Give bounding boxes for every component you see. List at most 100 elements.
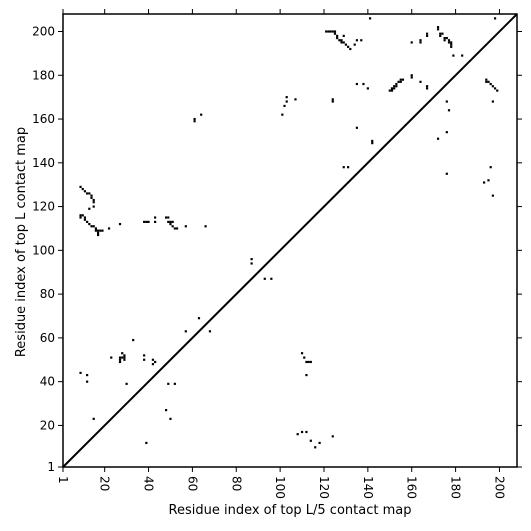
contact (443, 39, 446, 42)
contact (300, 430, 304, 434)
contact (493, 87, 497, 90)
contact (487, 80, 490, 83)
contact (193, 117, 196, 121)
contact (250, 258, 253, 261)
x-tick-label: 140 (361, 476, 375, 499)
contact (83, 216, 87, 219)
contact (425, 87, 429, 90)
contact (336, 34, 339, 37)
contact (450, 41, 453, 44)
contact (333, 32, 337, 35)
contact (132, 338, 135, 342)
y-axis-label: Residue index of top L contact map (14, 127, 29, 357)
contact (305, 360, 308, 364)
contact (447, 39, 451, 42)
contact (452, 54, 455, 57)
contact (395, 82, 398, 86)
contact (388, 89, 391, 92)
contact (79, 214, 82, 217)
contact (79, 185, 82, 188)
contact (167, 220, 170, 223)
contact (327, 30, 330, 33)
contact (208, 330, 212, 333)
contact (285, 100, 288, 103)
contact (90, 225, 93, 228)
contact (169, 417, 172, 420)
contact (390, 87, 394, 90)
contact (331, 100, 334, 103)
contact (485, 78, 488, 81)
contact (390, 89, 394, 92)
contact (489, 82, 492, 86)
contact (491, 194, 494, 197)
contact (79, 216, 82, 219)
contact (314, 446, 317, 449)
contact (303, 356, 306, 359)
contact (425, 32, 429, 35)
contact (445, 172, 448, 175)
contact (173, 382, 176, 385)
contact (461, 54, 464, 57)
contact (425, 85, 429, 88)
contact (371, 139, 374, 143)
contact (496, 89, 499, 92)
contact (436, 26, 440, 29)
contact (294, 98, 297, 101)
contact (439, 32, 442, 35)
contact (281, 113, 284, 116)
contact (118, 360, 122, 364)
contact (96, 229, 100, 232)
contact (96, 233, 100, 237)
contact (489, 166, 492, 169)
contact (340, 41, 343, 44)
y-tick-label: 1 (47, 460, 55, 474)
contact (366, 87, 369, 90)
contact (347, 166, 350, 169)
contact (81, 214, 84, 217)
contact (410, 76, 413, 79)
contact (147, 220, 150, 223)
contact (410, 41, 413, 44)
contact (83, 218, 87, 221)
contact (353, 43, 356, 46)
contact (447, 41, 451, 44)
contact (329, 30, 332, 33)
contact (169, 220, 172, 223)
contact (90, 194, 93, 197)
contact (349, 47, 352, 51)
contact (441, 32, 444, 35)
contact (88, 192, 91, 195)
contact (171, 225, 174, 228)
y-tick-label: 200 (32, 25, 55, 39)
contact (79, 371, 82, 374)
contact (401, 78, 405, 81)
contact (88, 207, 91, 210)
contact (121, 356, 124, 359)
contact (86, 373, 89, 377)
contact (331, 98, 334, 101)
contact (83, 190, 87, 193)
contact (483, 181, 486, 184)
contact (336, 36, 339, 40)
contact (145, 220, 148, 223)
x-tick-label: 200 (492, 476, 506, 499)
contact (270, 277, 273, 280)
contact (342, 166, 345, 169)
contact (197, 317, 201, 320)
contact (88, 222, 91, 226)
y-tick-label: 180 (32, 68, 55, 82)
contact (296, 433, 299, 436)
contact (355, 126, 358, 129)
contact (491, 85, 494, 88)
y-tick-label: 80 (40, 287, 55, 301)
contact (331, 30, 334, 33)
contact (143, 220, 146, 223)
contact (307, 360, 310, 364)
contact (96, 231, 100, 234)
contact (151, 363, 155, 366)
contact (125, 382, 128, 385)
y-tick-label: 20 (40, 418, 55, 432)
contact (447, 109, 451, 112)
contact (92, 205, 95, 208)
contact (123, 358, 126, 361)
